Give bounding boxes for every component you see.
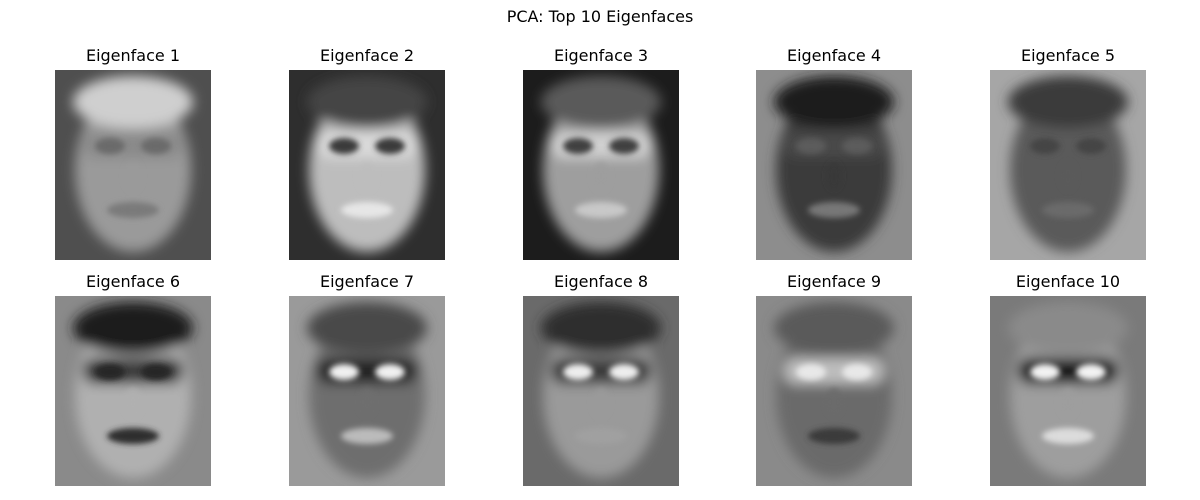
hairline <box>774 302 894 354</box>
mouth <box>107 202 159 218</box>
hairline <box>307 76 427 128</box>
facial-features <box>796 138 872 218</box>
facial-features <box>329 138 405 218</box>
eigenface-image <box>289 296 445 486</box>
mouth <box>575 428 627 444</box>
eigenface-image <box>756 70 912 260</box>
eigenface-image <box>523 296 679 486</box>
facial-features <box>329 364 405 444</box>
facial-features <box>796 364 872 444</box>
eigenface-title: Eigenface 7 <box>319 272 415 291</box>
hairline <box>73 76 193 128</box>
left-eye <box>95 138 125 154</box>
facial-features <box>563 364 639 444</box>
facial-features <box>1030 138 1106 218</box>
eigenface-image <box>990 70 1146 260</box>
eigenface-title: Eigenface 8 <box>553 272 649 291</box>
figure-title: PCA: Top 10 Eigenfaces <box>506 7 694 26</box>
right-eye <box>842 138 872 154</box>
eigenface-title: Eigenface 2 <box>319 46 415 65</box>
left-eye <box>329 364 359 380</box>
left-eye <box>796 364 826 380</box>
mouth <box>575 202 627 218</box>
facial-features <box>1030 364 1106 444</box>
nose <box>125 162 141 190</box>
eigenface-image <box>289 70 445 260</box>
hairline <box>774 76 894 128</box>
nose <box>359 162 375 190</box>
eigenface-image <box>756 296 912 486</box>
eigenface-image <box>990 296 1146 486</box>
eigenface-title: Eigenface 9 <box>786 272 882 291</box>
mouth <box>808 428 860 444</box>
left-eye <box>1030 364 1060 380</box>
left-eye <box>796 138 826 154</box>
left-eye <box>563 364 593 380</box>
mouth <box>808 202 860 218</box>
eigenface-image <box>55 296 211 486</box>
eigenface-title: Eigenface 3 <box>553 46 649 65</box>
facial-features <box>95 364 171 444</box>
nose <box>593 388 609 416</box>
eigenface-image <box>523 70 679 260</box>
left-eye <box>563 138 593 154</box>
hairline <box>1008 302 1128 354</box>
nose <box>125 388 141 416</box>
hairline <box>1008 76 1128 128</box>
left-eye <box>1030 138 1060 154</box>
eigenface-title: Eigenface 6 <box>85 272 181 291</box>
right-eye <box>1076 138 1106 154</box>
nose <box>826 162 842 190</box>
right-eye <box>609 364 639 380</box>
left-eye <box>329 138 359 154</box>
hairline <box>73 302 193 354</box>
left-eye <box>95 364 125 380</box>
eigenface-title: Eigenface 5 <box>1020 46 1116 65</box>
right-eye <box>375 364 405 380</box>
facial-features <box>563 138 639 218</box>
right-eye <box>375 138 405 154</box>
hairline <box>541 76 661 128</box>
nose <box>1060 388 1076 416</box>
hairline <box>307 302 427 354</box>
nose <box>593 162 609 190</box>
right-eye <box>842 364 872 380</box>
mouth <box>341 428 393 444</box>
right-eye <box>1076 364 1106 380</box>
eigenface-title: Eigenface 10 <box>1015 272 1121 291</box>
right-eye <box>141 138 171 154</box>
nose <box>826 388 842 416</box>
facial-features <box>95 138 171 218</box>
mouth <box>107 428 159 444</box>
mouth <box>1042 202 1094 218</box>
hairline <box>541 302 661 354</box>
nose <box>359 388 375 416</box>
nose <box>1060 162 1076 190</box>
right-eye <box>141 364 171 380</box>
mouth <box>341 202 393 218</box>
eigenface-title: Eigenface 4 <box>786 46 882 65</box>
mouth <box>1042 428 1094 444</box>
right-eye <box>609 138 639 154</box>
eigenface-title: Eigenface 1 <box>85 46 181 65</box>
eigenface-image <box>55 70 211 260</box>
